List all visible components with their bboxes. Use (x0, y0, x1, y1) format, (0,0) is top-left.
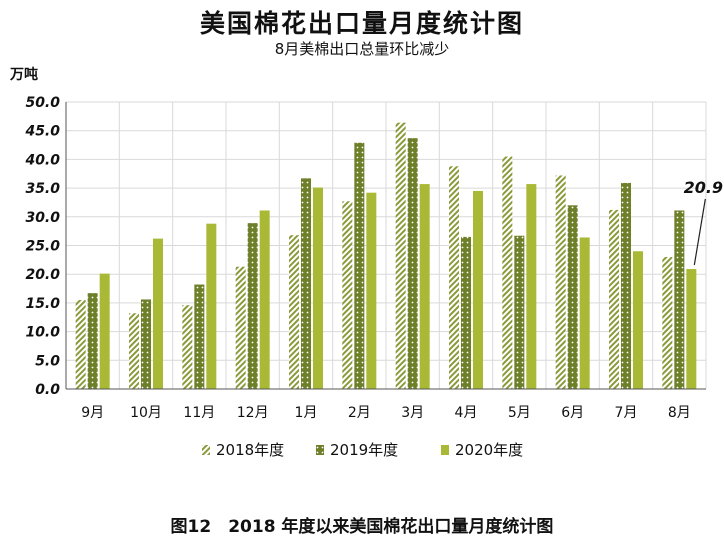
bar-2019年度-7月 (621, 182, 631, 389)
bar-2018年度-11月 (182, 305, 193, 389)
bar-2020年度-7月 (633, 251, 643, 389)
y-tick-label: 35.0 (25, 181, 60, 197)
x-tick-label: 5月 (508, 405, 531, 421)
bar-chart: 0.0 5.0 10.0 15.0 20.0 25.0 30.0 35.0 40.0 45.0 50… (24, 95, 723, 459)
bar-2020年度-8月 (686, 269, 697, 389)
bar-2020年度-12月 (259, 210, 270, 389)
x-tick-label: 9月 (81, 405, 104, 421)
y-tick-label: 15.0 (25, 296, 60, 312)
bar-2019年度-6月 (567, 205, 578, 389)
bar-2018年度-12月 (235, 266, 246, 389)
legend-swatch-2019年度 (316, 445, 324, 455)
bar-2019年度-4月 (461, 236, 471, 389)
y-axis-unit: 万吨 (10, 67, 38, 83)
x-tick-label: 11月 (183, 405, 215, 421)
y-tick-label: 40.0 (24, 152, 60, 168)
chart-title: 美国棉花出口量月度统计图 (199, 9, 524, 38)
y-tick-label: 5.0 (35, 353, 60, 369)
bar-2018年度-9月 (75, 300, 86, 389)
bar-2018年度-8月 (662, 256, 673, 389)
x-tick-label: 6月 (561, 405, 584, 421)
annotation-leader-line (693, 198, 706, 266)
bar-2020年度-1月 (313, 187, 323, 389)
bar-2018年度-10月 (129, 313, 139, 389)
bar-2018年度-2月 (342, 201, 353, 389)
x-tick-label: 8月 (668, 405, 691, 421)
x-tick-label: 12月 (237, 405, 269, 421)
y-tick-label: 25.0 (25, 239, 60, 255)
x-tick-label: 10月 (130, 405, 162, 421)
bar-2020年度-4月 (473, 190, 483, 389)
y-tick-label: 45.0 (24, 124, 60, 140)
bar-2019年度-9月 (87, 293, 98, 389)
bar-2020年度-2月 (366, 192, 377, 389)
legend-swatch-2018年度 (202, 445, 210, 455)
legend-swatch-2020年度 (441, 445, 449, 455)
bar-2018年度-3月 (395, 122, 406, 389)
legend-label: 2020年度 (455, 441, 523, 459)
y-tick-label: 50.0 (25, 95, 60, 111)
bar-2020年度-5月 (526, 184, 537, 389)
y-tick-label: 10.0 (25, 325, 60, 341)
legend-label: 2018年度 (216, 441, 284, 459)
y-tick-label: 30.0 (25, 210, 60, 226)
bar-2020年度-6月 (579, 237, 590, 389)
legend-label: 2019年度 (330, 441, 398, 459)
bar-2019年度-3月 (407, 138, 418, 389)
annotation: 20.9 (684, 178, 723, 266)
bar-2019年度-12月 (247, 223, 258, 389)
y-tick-label: 20.0 (25, 267, 60, 283)
bar-2019年度-8月 (674, 210, 685, 389)
chart-subtitle: 8月美棉出口总量环比减少 (274, 40, 450, 58)
legend: 2018年度 2019年度 2020年度 (202, 441, 523, 459)
bar-2020年度-9月 (99, 273, 110, 389)
x-tick-label: 7月 (615, 405, 638, 421)
x-tick-label: 1月 (295, 405, 318, 421)
bar-2019年度-1月 (301, 178, 311, 389)
bar-2019年度-11月 (194, 284, 205, 389)
bar-2020年度-10月 (153, 238, 163, 389)
x-tick-label: 3月 (401, 405, 424, 421)
bar-2019年度-5月 (514, 235, 525, 389)
figure-caption: 图12 2018 年度以来美国棉花出口量月度统计图 (170, 517, 554, 537)
axes: 0.0 5.0 10.0 15.0 20.0 25.0 30.0 35.0 40.0 45.0 50… (24, 95, 706, 421)
bar-2018年度-7月 (609, 209, 619, 389)
bar-2020年度-3月 (419, 184, 430, 389)
x-tick-label: 2月 (348, 405, 371, 421)
y-tick-label: 0.0 (35, 382, 60, 398)
bar-2018年度-5月 (502, 156, 513, 389)
bar-2018年度-1月 (289, 235, 299, 389)
bar-2019年度-10月 (141, 299, 151, 389)
bar-2018年度-4月 (449, 166, 459, 389)
bar-2019年度-2月 (354, 142, 365, 389)
annotation-label: 20.9 (684, 178, 723, 197)
bars (75, 122, 697, 389)
bar-2018年度-6月 (555, 175, 566, 389)
x-tick-label: 4月 (455, 405, 478, 421)
bar-2020年度-11月 (206, 223, 217, 389)
